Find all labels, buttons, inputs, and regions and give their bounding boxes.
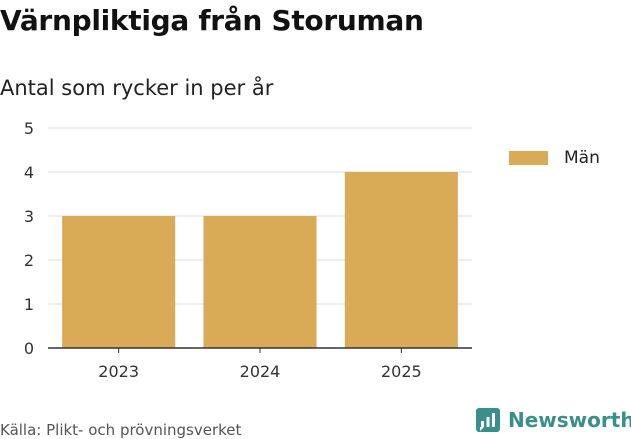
y-tick-label: 2 xyxy=(24,251,34,270)
bar-2025[interactable] xyxy=(344,172,458,348)
bar-2023[interactable] xyxy=(62,216,176,348)
source-note: Källa: Plikt- och prövningsverket xyxy=(0,421,242,439)
bar-2024[interactable] xyxy=(203,216,317,348)
brand-name: Newsworthy xyxy=(508,408,631,432)
legend-label: Män xyxy=(564,148,600,168)
x-axis-ticks: 2023 2024 2025 xyxy=(98,348,422,381)
legend: Män xyxy=(509,148,600,168)
y-axis-ticks: 0 1 2 3 4 5 xyxy=(24,119,34,358)
legend-swatch xyxy=(509,151,548,165)
y-tick-label: 1 xyxy=(24,295,34,314)
y-tick-label: 5 xyxy=(24,119,34,138)
chart-title: Värnpliktiga från Storuman xyxy=(0,4,424,37)
y-tick-label: 4 xyxy=(24,163,34,182)
chart-subtitle: Antal som rycker in per år xyxy=(0,76,274,100)
y-tick-label: 3 xyxy=(24,207,34,226)
y-tick-label: 0 xyxy=(24,339,34,358)
newsworthy-logo-icon xyxy=(476,408,500,432)
brand-logo[interactable]: Newsworthy xyxy=(476,408,631,432)
x-tick-label: 2023 xyxy=(98,362,139,381)
x-tick-label: 2024 xyxy=(240,362,281,381)
bars xyxy=(62,172,458,348)
x-tick-label: 2025 xyxy=(381,362,422,381)
